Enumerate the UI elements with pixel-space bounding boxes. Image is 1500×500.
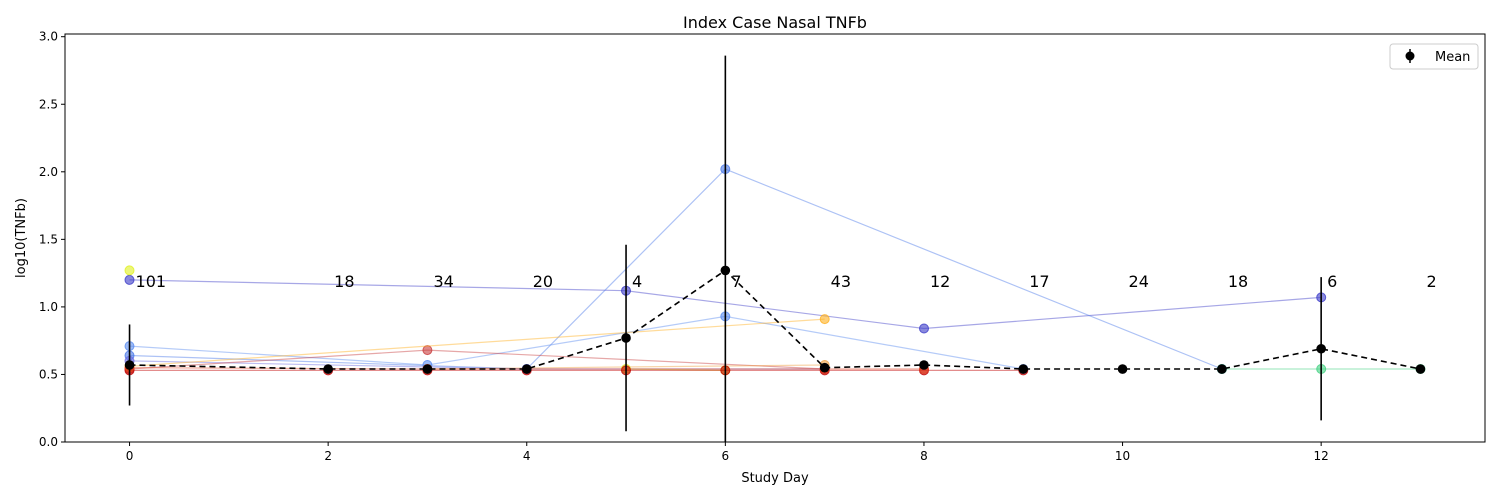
mean-layer [124, 55, 1426, 442]
y-axis: 0.0 0.5 1.0 1.5 2.0 2.5 3.0 [39, 30, 65, 449]
mean-point [521, 364, 532, 374]
series-5-point [819, 314, 830, 325]
x-tick-label: 10 [1115, 449, 1130, 463]
y-tick-label: 1.0 [39, 300, 58, 314]
x-tick-label: 8 [920, 449, 928, 463]
mean-point [422, 364, 433, 374]
series-0-point [919, 323, 929, 334]
mean-point [1217, 364, 1227, 374]
series-8-line [625, 368, 726, 371]
y-tick-label: 0.5 [39, 367, 58, 381]
y-tick-label: 2.0 [39, 165, 58, 179]
count-label: 6 [1327, 272, 1337, 291]
count-label: 2 [1426, 272, 1436, 291]
mean-point [1117, 364, 1128, 374]
count-label: 4 [632, 272, 642, 291]
legend-label: Mean [1435, 50, 1470, 65]
mean-point [819, 362, 830, 373]
x-tick-label: 0 [126, 449, 134, 463]
count-label: 43 [831, 272, 851, 291]
mean-point [124, 360, 135, 370]
legend-box [1389, 43, 1479, 70]
chart-title: Index Case Nasal TNFb [683, 13, 867, 32]
count-label: 17 [1029, 272, 1049, 291]
x-axis-label: Study Day [741, 471, 809, 486]
y-axis-label: log10(TNFb) [14, 198, 29, 278]
series-7-point [124, 265, 135, 276]
count-label: 34 [433, 272, 453, 291]
plot-frame [64, 33, 1486, 443]
legend-marker [1405, 51, 1415, 61]
count-label: 101 [136, 272, 167, 291]
mean-point [1018, 364, 1029, 374]
x-tick-label: 12 [1314, 449, 1329, 463]
y-tick-label: 1.5 [39, 232, 58, 246]
x-tick-label: 4 [523, 449, 531, 463]
legend: Mean [1389, 43, 1479, 70]
series-0-line [129, 279, 1322, 330]
mean-point [1415, 364, 1426, 374]
x-axis: 0 2 4 6 8 10 12 [126, 442, 1329, 463]
y-tick-label: 2.5 [39, 97, 58, 111]
count-label: 18 [334, 272, 354, 291]
y-tick-label: 0.0 [39, 435, 58, 449]
mean-point [1316, 343, 1326, 354]
mean-point [323, 364, 333, 374]
mean-point [621, 333, 631, 343]
mean-point [720, 265, 731, 276]
count-label: 20 [533, 272, 553, 291]
mean-point [919, 360, 929, 370]
series-0-point [124, 274, 135, 285]
count-label: 7 [731, 272, 741, 291]
x-tick-label: 2 [324, 449, 332, 463]
series-2-line [129, 315, 1024, 370]
count-label: 18 [1228, 272, 1248, 291]
series-4-point [422, 345, 433, 356]
y-tick-label: 3.0 [39, 30, 58, 44]
count-labels: 101 18 34 20 4 7 43 12 17 24 18 6 2 [136, 272, 1437, 291]
x-tick-label: 6 [722, 449, 730, 463]
count-label: 12 [930, 272, 950, 291]
series-5-line [129, 318, 825, 367]
count-label: 24 [1129, 272, 1149, 291]
